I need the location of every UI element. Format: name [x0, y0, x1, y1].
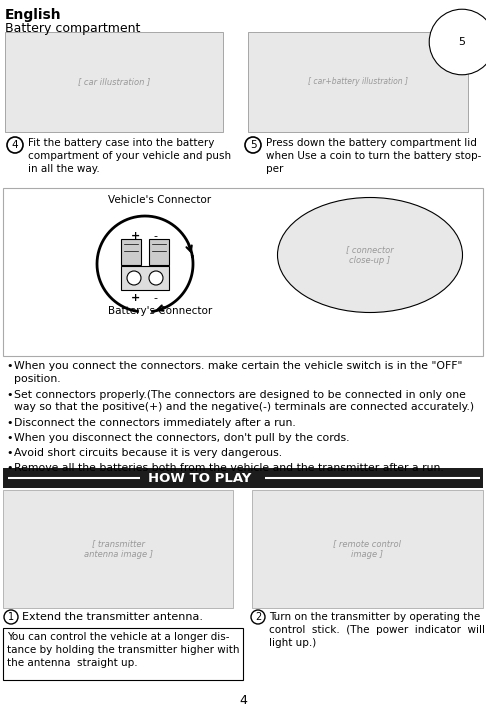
- Text: [ car+battery illustration ]: [ car+battery illustration ]: [308, 77, 408, 87]
- FancyBboxPatch shape: [149, 239, 169, 265]
- Text: [ connector
close-up ]: [ connector close-up ]: [346, 245, 394, 265]
- Text: Set connectors properly.(The connectors are designed to be connected in only one: Set connectors properly.(The connectors …: [14, 390, 474, 413]
- Text: [ transmitter
antenna image ]: [ transmitter antenna image ]: [84, 540, 153, 559]
- Circle shape: [245, 137, 261, 153]
- Text: HOW TO PLAY: HOW TO PLAY: [148, 471, 252, 484]
- Text: Battery compartment: Battery compartment: [5, 22, 140, 35]
- Text: •: •: [6, 390, 13, 400]
- Text: 1: 1: [8, 612, 14, 622]
- Text: Battery's Connector: Battery's Connector: [108, 306, 212, 316]
- FancyBboxPatch shape: [5, 32, 223, 132]
- Text: You can control the vehicle at a longer dis-
tance by holding the transmitter hi: You can control the vehicle at a longer …: [7, 632, 240, 668]
- Text: Turn on the transmitter by operating the
control  stick.  (The  power  indicator: Turn on the transmitter by operating the…: [269, 612, 485, 648]
- FancyBboxPatch shape: [3, 628, 243, 680]
- Text: -: -: [153, 293, 157, 303]
- Text: •: •: [6, 418, 13, 428]
- Circle shape: [127, 271, 141, 285]
- Circle shape: [4, 610, 18, 624]
- Text: +: +: [130, 231, 139, 241]
- FancyBboxPatch shape: [121, 266, 169, 290]
- Ellipse shape: [278, 197, 463, 312]
- Text: Press down the battery compartment lid
when Use a coin to turn the battery stop-: Press down the battery compartment lid w…: [266, 138, 481, 175]
- Text: 2: 2: [255, 612, 261, 622]
- Text: Fit the battery case into the battery
compartment of your vehicle and push
in al: Fit the battery case into the battery co…: [28, 138, 231, 175]
- Circle shape: [251, 610, 265, 624]
- Text: [ remote control
image ]: [ remote control image ]: [333, 540, 401, 559]
- Text: When you connect the connectors. make certain the vehicle switch is in the "OFF": When you connect the connectors. make ce…: [14, 361, 462, 384]
- Text: Remove all the batteries both from the vehicle and the transmitter after a run.: Remove all the batteries both from the v…: [14, 463, 444, 473]
- Text: +: +: [130, 293, 139, 303]
- Circle shape: [7, 137, 23, 153]
- FancyBboxPatch shape: [121, 239, 141, 265]
- Text: English: English: [5, 8, 62, 22]
- Text: •: •: [6, 448, 13, 458]
- Circle shape: [149, 271, 163, 285]
- Text: •: •: [6, 433, 13, 443]
- Text: Disconnect the connectors immediately after a run.: Disconnect the connectors immediately af…: [14, 418, 296, 428]
- Text: •: •: [6, 361, 13, 371]
- FancyBboxPatch shape: [3, 188, 483, 356]
- FancyBboxPatch shape: [3, 468, 483, 488]
- Text: •: •: [6, 463, 13, 473]
- Text: [ car illustration ]: [ car illustration ]: [78, 77, 150, 87]
- Text: 4: 4: [12, 140, 18, 150]
- Text: 5: 5: [458, 37, 466, 47]
- FancyBboxPatch shape: [3, 490, 233, 608]
- Text: Vehicle's Connector: Vehicle's Connector: [108, 195, 211, 205]
- Text: Avoid short circuits because it is very dangerous.: Avoid short circuits because it is very …: [14, 448, 282, 458]
- Text: When you disconnect the connectors, don't pull by the cords.: When you disconnect the connectors, don'…: [14, 433, 349, 443]
- Text: 4: 4: [239, 694, 247, 706]
- FancyBboxPatch shape: [252, 490, 483, 608]
- Text: 5: 5: [250, 140, 256, 150]
- Text: -: -: [153, 231, 157, 241]
- Text: Extend the transmitter antenna.: Extend the transmitter antenna.: [22, 612, 203, 622]
- FancyBboxPatch shape: [248, 32, 468, 132]
